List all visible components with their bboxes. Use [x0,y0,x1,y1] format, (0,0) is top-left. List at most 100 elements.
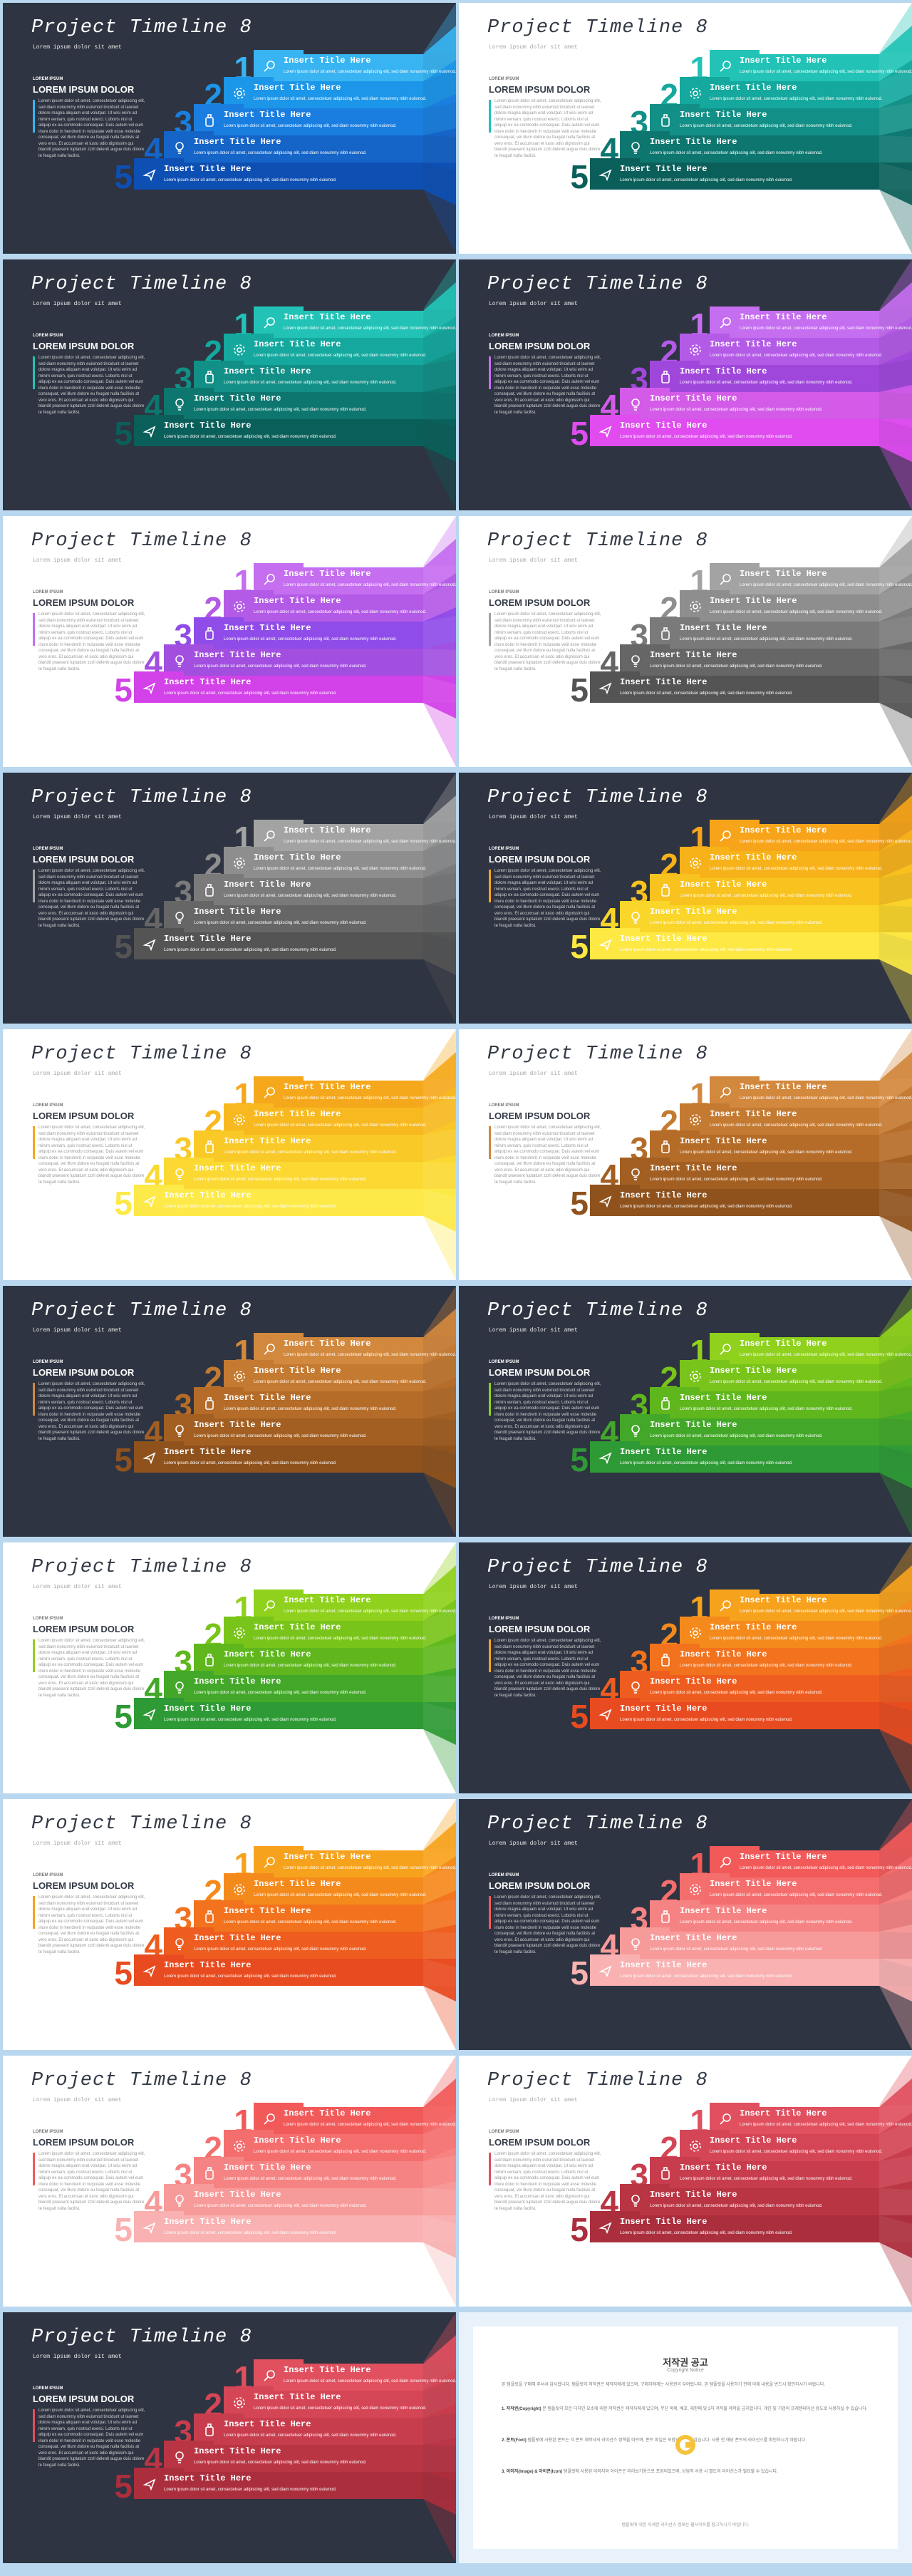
slide-card[interactable]: 1 Insert Title Here Lorem ipsum dolor sit … [459,1542,912,1793]
bottle-icon [205,1654,214,1666]
paper-plane-icon [598,1452,612,1465]
step-title: Insert Title Here [164,1190,251,1200]
gear-icon [690,88,701,99]
slide-card[interactable]: 1 Insert Title Here Lorem ipsum dolor sit … [459,1029,912,1280]
timeline-step: 5 Insert Title Here Lorem ipsum dolor sit … [114,1185,423,1222]
step-description: Lorem ipsum dolor sit amet, consectetuer… [224,894,397,898]
step-title: Insert Title Here [740,312,826,322]
slide-card[interactable]: 1 Insert Title Here Lorem ipsum dolor sit … [3,1542,456,1793]
step-title: Insert Title Here [710,339,797,349]
step-title: Insert Title Here [710,1366,797,1376]
copyright-logo-icon [675,2435,695,2455]
accent-bar [489,1639,491,1672]
slide-card[interactable]: 1 Insert Title Here Lorem ipsum dolor sit … [3,773,456,1024]
step-description: Lorem ipsum dolor sit amet, consectetuer… [254,2406,427,2411]
timeline-step: 5 Insert Title Here Lorem ipsum dolor sit … [570,1185,879,1222]
step-title: Insert Title Here [164,677,251,687]
step-title: Insert Title Here [194,650,281,660]
accent-bar [489,2153,491,2185]
accent-bar [489,613,491,646]
section-kicker: LOREM IPSUM [489,1103,519,1108]
slide-title: Project Timeline 8 [487,274,708,295]
step-description: Lorem ipsum dolor sit amet, consectetuer… [284,2123,456,2127]
step-number: 5 [114,1185,133,1222]
step-description: Lorem ipsum dolor sit amet, consectetuer… [710,867,883,871]
section-kicker: LOREM IPSUM [489,590,519,594]
step-title: Insert Title Here [284,56,370,66]
slide-card[interactable]: 1 Insert Title Here Lorem ipsum dolor sit … [3,1286,456,1537]
slide-card[interactable]: 1 Insert Title Here Lorem ipsum dolor sit … [459,3,912,254]
step-description: Lorem ipsum dolor sit amet, consectetuer… [680,1664,853,1668]
lightbulb-icon [631,1938,640,1950]
slide-card[interactable]: 1 Insert Title Here Lorem ipsum dolor sit … [3,516,456,767]
slide-card[interactable]: 1 Insert Title Here Lorem ipsum dolor sit … [459,1286,912,1537]
step-title: Insert Title Here [710,852,797,862]
bottle-icon [661,371,670,383]
search-icon [720,1087,731,1098]
step-number: 5 [114,928,133,965]
slide-subtitle: Lorem ipsum dolor sit amet [33,44,122,51]
step-title: Insert Title Here [254,2135,341,2145]
search-icon [720,1344,731,1355]
slide-card[interactable]: 1 Insert Title Here Lorem ipsum dolor sit … [459,259,912,510]
step-number: 5 [570,158,589,195]
slide-card[interactable]: 1 Insert Title Here Lorem ipsum dolor sit … [3,2056,456,2307]
slide-subtitle: Lorem ipsum dolor sit amet [489,44,578,51]
section-kicker: LOREM IPSUM [489,334,519,338]
step-title: Insert Title Here [650,2190,737,2200]
accent-bar [489,1383,491,1416]
step-title: Insert Title Here [680,1906,767,1916]
slide-card[interactable]: 1 Insert Title Here Lorem ipsum dolor sit … [3,2312,456,2563]
bottle-icon [205,884,214,897]
body-paragraph: Lorem ipsum dolor sit amet, consectetuer… [494,1895,601,1954]
section-kicker: LOREM IPSUM [489,2130,519,2134]
step-title: Insert Title Here [710,83,797,93]
slide-card[interactable]: 1 Insert Title Here Lorem ipsum dolor sit … [459,516,912,767]
gear-icon [690,601,701,612]
step-description: Lorem ipsum dolor sit amet, consectetuer… [194,2204,367,2208]
slide-subtitle: Lorem ipsum dolor sit amet [33,814,122,820]
timeline-step: 5 Insert Title Here Lorem ipsum dolor sit … [570,1441,879,1478]
paper-plane-icon [598,426,612,438]
gear-icon [234,1114,245,1125]
step-title: Insert Title Here [620,1960,707,1970]
paper-plane-icon [142,1965,156,1978]
timeline-step: 5 Insert Title Here Lorem ipsum dolor sit … [570,671,879,709]
slide-card[interactable]: 1 Insert Title Here Lorem ipsum dolor sit … [3,1799,456,2050]
step-description: Lorem ipsum dolor sit amet, consectetuer… [740,1096,912,1101]
step-description: Lorem ipsum dolor sit amet, consectetuer… [740,1866,912,1870]
slide-card[interactable]: 1 Insert Title Here Lorem ipsum dolor sit … [3,1029,456,1280]
slide-subtitle: Lorem ipsum dolor sit amet [489,301,578,307]
step-description: Lorem ipsum dolor sit amet, consectetuer… [710,610,883,614]
slide-card[interactable]: 1 Insert Title Here Lorem ipsum dolor sit … [3,259,456,510]
section-heading: LOREM IPSUM DOLOR [489,597,591,608]
accent-bar [33,1639,35,1672]
step-number: 5 [570,1698,589,1735]
step-description: Lorem ipsum dolor sit amet, consectetuer… [650,1434,823,1438]
slide-card[interactable]: 1 Insert Title Here Lorem ipsum dolor sit … [459,2056,912,2307]
step-number: 5 [570,928,589,965]
slide-card[interactable]: 1 Insert Title Here Lorem ipsum dolor sit … [459,773,912,1024]
paper-plane-icon [598,169,612,182]
step-number: 5 [570,1441,589,1478]
slide-card[interactable]: 1 Insert Title Here Lorem ipsum dolor sit … [459,1799,912,2050]
body-paragraph: Lorem ipsum dolor sit amet, consectetuer… [494,1382,601,1441]
slide-card[interactable]: 1 Insert Title Here Lorem ipsum dolor sit … [3,3,456,254]
step-title: Insert Title Here [740,1595,826,1605]
step-title: Insert Title Here [740,1082,826,1092]
lightbulb-icon [631,655,640,667]
timeline-step: 5 Insert Title Here Lorem ipsum dolor sit … [570,928,879,965]
lightbulb-icon [175,398,184,411]
step-title: Insert Title Here [680,880,767,890]
step-description: Lorem ipsum dolor sit amet, consectetuer… [224,2433,397,2438]
